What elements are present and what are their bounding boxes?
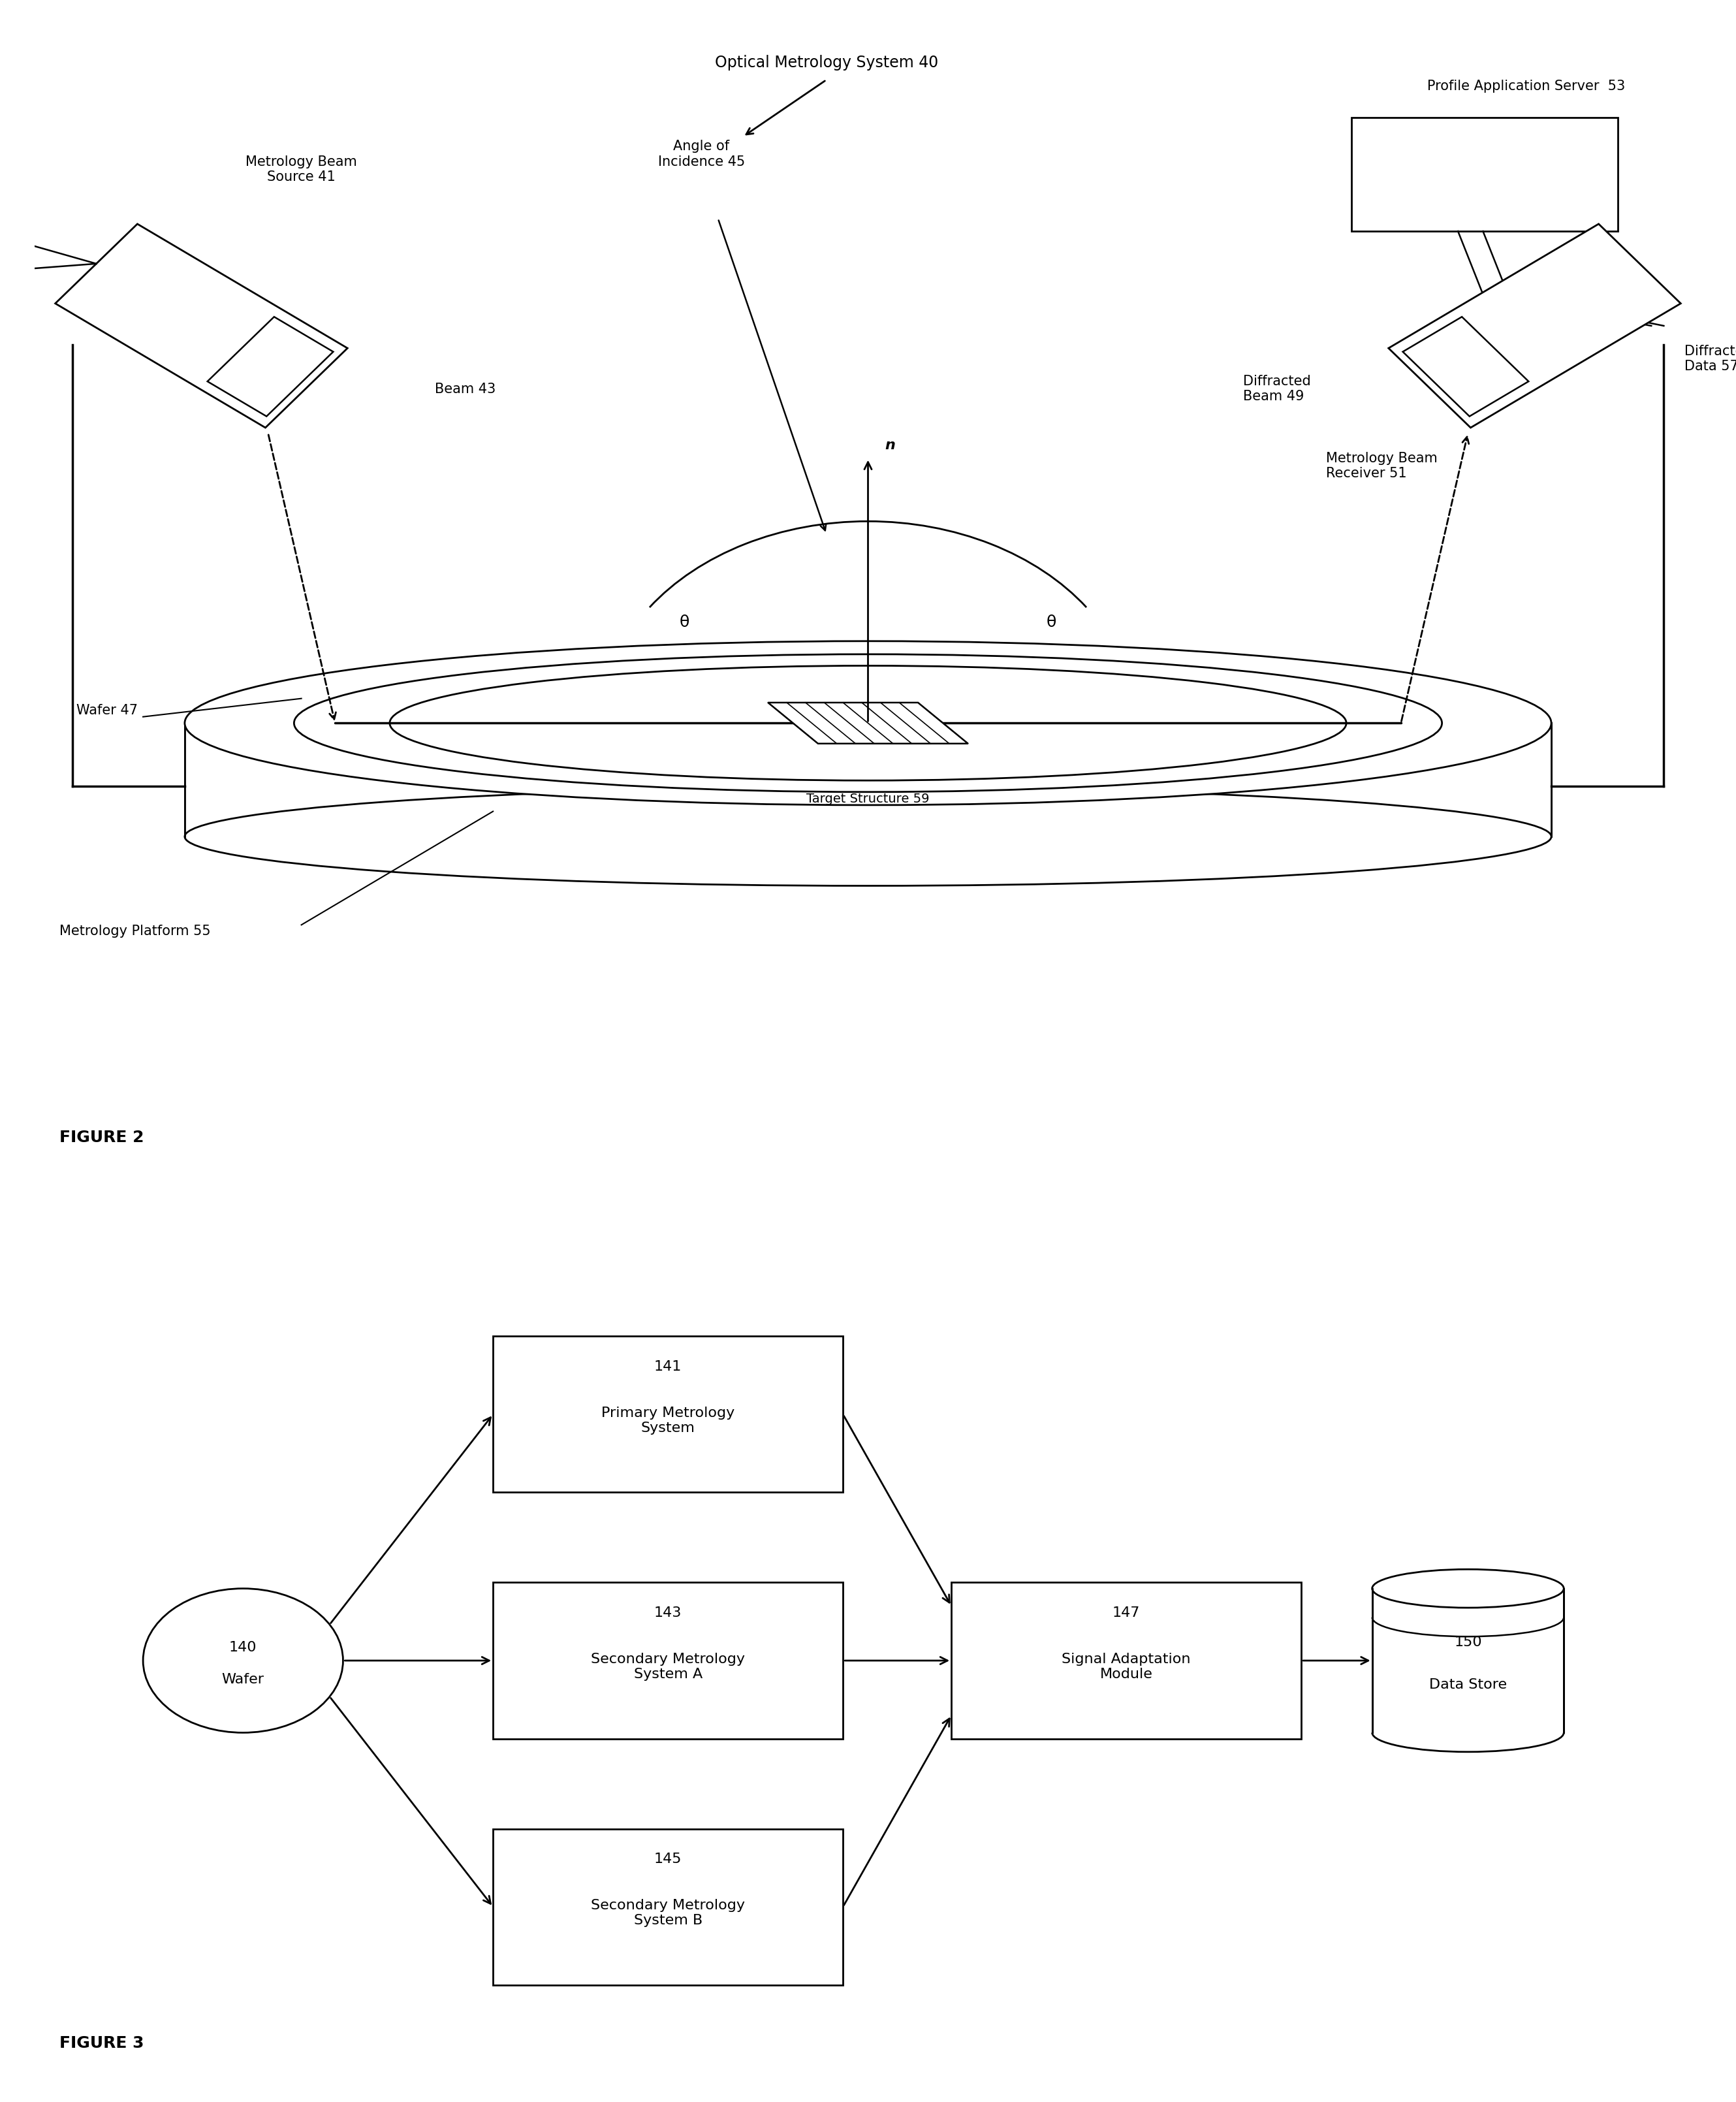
Text: FIGURE 2: FIGURE 2 — [59, 1131, 144, 1146]
Text: 140: 140 — [229, 1642, 257, 1654]
Polygon shape — [1371, 1589, 1564, 1732]
Text: Target Structure 59: Target Structure 59 — [807, 792, 929, 805]
Text: θ: θ — [681, 614, 689, 631]
Text: 141: 141 — [654, 1360, 682, 1373]
Text: Beam 43: Beam 43 — [434, 383, 495, 395]
Text: Angle of
Incidence 45: Angle of Incidence 45 — [658, 141, 745, 168]
Text: 147: 147 — [1113, 1606, 1141, 1619]
Polygon shape — [1389, 225, 1680, 427]
Text: Secondary Metrology
System A: Secondary Metrology System A — [590, 1652, 745, 1682]
Text: Optical Metrology System 40: Optical Metrology System 40 — [715, 55, 937, 69]
Polygon shape — [56, 225, 347, 427]
Text: Signal Adaptation
Module: Signal Adaptation Module — [1062, 1652, 1191, 1682]
Ellipse shape — [389, 666, 1347, 780]
Ellipse shape — [293, 654, 1443, 792]
Polygon shape — [1403, 317, 1529, 416]
Polygon shape — [184, 723, 1552, 837]
Text: 145: 145 — [654, 1852, 682, 1867]
Text: Data Store: Data Store — [1429, 1677, 1507, 1692]
Text: Wafer 47: Wafer 47 — [76, 704, 137, 717]
Bar — [493, 1583, 844, 1738]
Text: Profile Application Server  53: Profile Application Server 53 — [1427, 80, 1625, 92]
Text: Diffracted
Beam 49: Diffracted Beam 49 — [1243, 374, 1311, 404]
Text: θ: θ — [1047, 614, 1055, 631]
Bar — [951, 1583, 1302, 1738]
Text: Primary Metrology
System: Primary Metrology System — [601, 1406, 734, 1434]
Text: Metrology Beam
Receiver 51: Metrology Beam Receiver 51 — [1326, 452, 1437, 479]
Text: Metrology Beam
Source 41: Metrology Beam Source 41 — [245, 156, 358, 183]
Text: 150: 150 — [1455, 1635, 1483, 1650]
Text: FIGURE 3: FIGURE 3 — [59, 2035, 144, 2052]
Ellipse shape — [184, 641, 1552, 805]
Polygon shape — [767, 702, 969, 744]
Bar — [493, 1829, 844, 1984]
Text: Diffracted Beam
Data 57: Diffracted Beam Data 57 — [1684, 345, 1736, 372]
Bar — [1351, 118, 1618, 231]
Ellipse shape — [184, 788, 1552, 885]
Polygon shape — [207, 317, 333, 416]
Text: Secondary Metrology
System B: Secondary Metrology System B — [590, 1898, 745, 1928]
Bar — [493, 1337, 844, 1492]
Ellipse shape — [1371, 1570, 1564, 1608]
Text: 143: 143 — [654, 1606, 682, 1619]
Text: Wafer: Wafer — [222, 1673, 264, 1686]
Circle shape — [142, 1589, 344, 1732]
Text: n: n — [885, 439, 896, 452]
Text: Metrology Platform 55: Metrology Platform 55 — [59, 925, 212, 937]
